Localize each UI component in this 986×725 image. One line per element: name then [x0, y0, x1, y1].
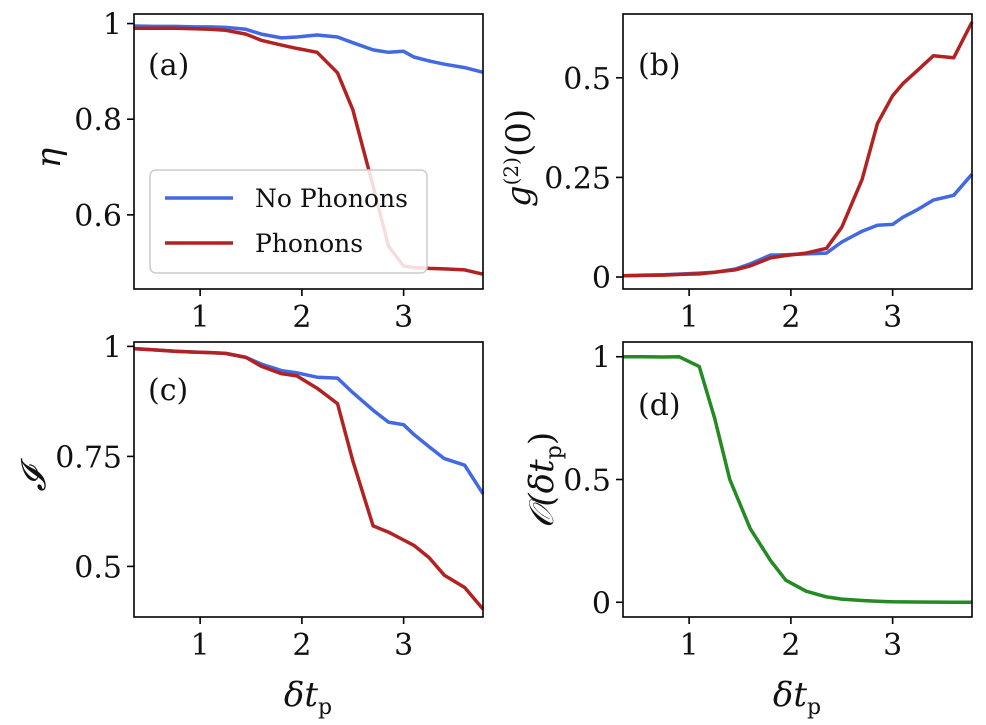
panel-c-label: (c) [148, 373, 188, 408]
panel-c-axes-frame [133, 341, 484, 618]
panel-c: 𝓘 1 2 3 1 0.75 0.5 (c) δtp [14, 330, 485, 720]
panel-b-ytick-label: 0.5 [563, 62, 611, 97]
panel-b-ylabel: g(2)(0) [499, 109, 539, 207]
panel-a-ytick-label: 0.6 [74, 199, 122, 234]
panel-d-plot: 1 2 3 0 0.5 1 [563, 341, 973, 663]
panel-c-ytick-label: 0.75 [55, 440, 122, 475]
panel-c-xtick-label: 3 [394, 628, 413, 663]
panel-d-xtick-label: 1 [680, 628, 699, 663]
panel-a-xtick-label: 1 [191, 300, 210, 335]
panel-b-axes-frame [622, 13, 973, 290]
panel-a-series-no-phonons [133, 24, 484, 74]
panel-a-axes-frame [133, 13, 484, 290]
panel-d: 𝒪(δtp) 1 2 3 0 0.5 1 (d) δtp [522, 341, 973, 720]
legend: No Phonons Phonons [149, 169, 428, 274]
panel-a-plot: 1 2 3 1 0.8 0.6 [74, 8, 484, 335]
panel-d-label: (d) [638, 388, 681, 423]
panel-c-series-phonons [133, 346, 485, 611]
panel-b-ytick-label: 0.25 [544, 161, 611, 196]
panel-a-ytick-label: 1 [103, 8, 122, 43]
panel-b-series-no-phonons [622, 173, 974, 278]
legend-label-no-phonons: No Phonons [255, 184, 408, 213]
legend-box [149, 169, 428, 274]
panel-d-ytick-label: 1 [592, 341, 611, 376]
panel-b: g(2)(0) 1 2 3 0 0.25 0.5 (b) [499, 13, 974, 335]
panel-d-ytick-label: 0 [592, 586, 611, 621]
panel-a-label: (a) [148, 48, 189, 83]
panel-c-ylabel: 𝓘 [14, 457, 54, 491]
panel-c-series-no-phonons [133, 346, 485, 495]
panel-b-ytick-label: 0 [592, 261, 611, 296]
panel-a-ylabel: η [29, 147, 69, 168]
panel-d-xlabel: δtp [773, 675, 821, 720]
panel-d-xtick-label: 3 [883, 628, 902, 663]
panel-c-ytick-label: 0.5 [74, 550, 122, 585]
panel-c-ytick-label: 1 [103, 330, 122, 365]
panel-b-xtick-label: 2 [781, 300, 800, 335]
panel-d-ylabel: 𝒪(δtp) [522, 432, 567, 528]
panel-d-series-overlap [623, 354, 972, 604]
panel-a: η 1 2 3 1 0.8 0.6 (a) No Phonons Phonons [29, 8, 484, 335]
panel-d-axes-frame [622, 341, 973, 618]
panel-a-ytick-label: 0.8 [74, 103, 122, 138]
panel-c-xtick-label: 1 [191, 628, 210, 663]
legend-label-phonons: Phonons [255, 229, 363, 258]
panel-a-xtick-label: 2 [292, 300, 311, 335]
panel-d-ytick-label: 0.5 [563, 464, 611, 499]
panel-b-label: (b) [638, 48, 681, 83]
panel-c-xlabel: δtp [284, 675, 332, 720]
panel-b-xtick-label: 3 [883, 300, 902, 335]
panel-b-series-phonons [622, 21, 974, 278]
panel-d-xtick-label: 2 [781, 628, 800, 663]
panel-a-xtick-label: 3 [394, 300, 413, 335]
panel-b-xtick-label: 1 [680, 300, 699, 335]
panel-c-xtick-label: 2 [292, 628, 311, 663]
panel-c-plot: 1 2 3 1 0.75 0.5 [55, 330, 485, 663]
panel-b-plot: 1 2 3 0 0.25 0.5 [544, 13, 974, 335]
